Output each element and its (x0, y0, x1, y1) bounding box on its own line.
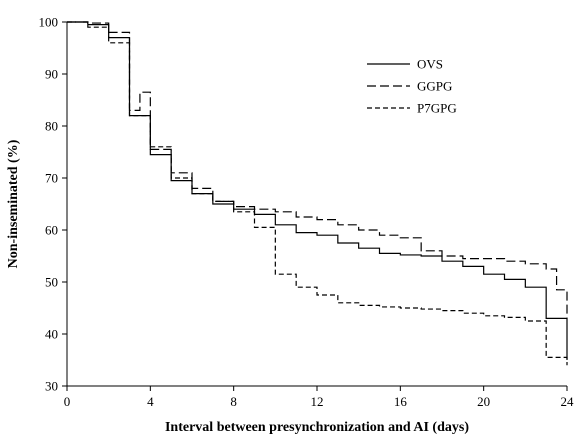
x-tick-label: 12 (311, 394, 324, 409)
y-tick-label: 60 (45, 223, 58, 238)
axes (66, 22, 567, 387)
x-tick-label: 0 (64, 394, 71, 409)
series-layer (67, 21, 568, 366)
legend-label-p7gpg: P7GPG (417, 101, 457, 116)
legend-label-ovs: OVS (417, 57, 443, 72)
y-tick-label: 70 (45, 171, 58, 186)
series-line-ggpg (67, 21, 568, 319)
y-tick-label: 30 (45, 379, 58, 394)
x-tick-label: 4 (147, 394, 154, 409)
y-tick-label: 80 (45, 119, 58, 134)
y-tick-label: 90 (45, 67, 58, 82)
y-ticks: 30 40 50 60 70 80 90 100 (39, 15, 67, 394)
x-tick-label: 24 (561, 394, 575, 409)
y-tick-label: 40 (45, 327, 58, 342)
legend: OVS GGPG P7GPG (367, 57, 457, 116)
x-tick-label: 20 (477, 394, 490, 409)
y-tick-label: 50 (45, 275, 58, 290)
legend-label-ggpg: GGPG (417, 79, 452, 94)
y-tick-label: 100 (39, 15, 59, 30)
y-axis-title: Non-inseminated (%) (6, 139, 21, 268)
series-line-ovs (67, 21, 568, 360)
series-line-p7gpg (67, 21, 568, 366)
x-axis-title: Interval between presynchronization and … (165, 420, 469, 435)
x-tick-label: 16 (394, 394, 408, 409)
x-tick-label: 8 (230, 394, 237, 409)
x-ticks: 0 4 8 12 16 20 24 (64, 386, 574, 409)
